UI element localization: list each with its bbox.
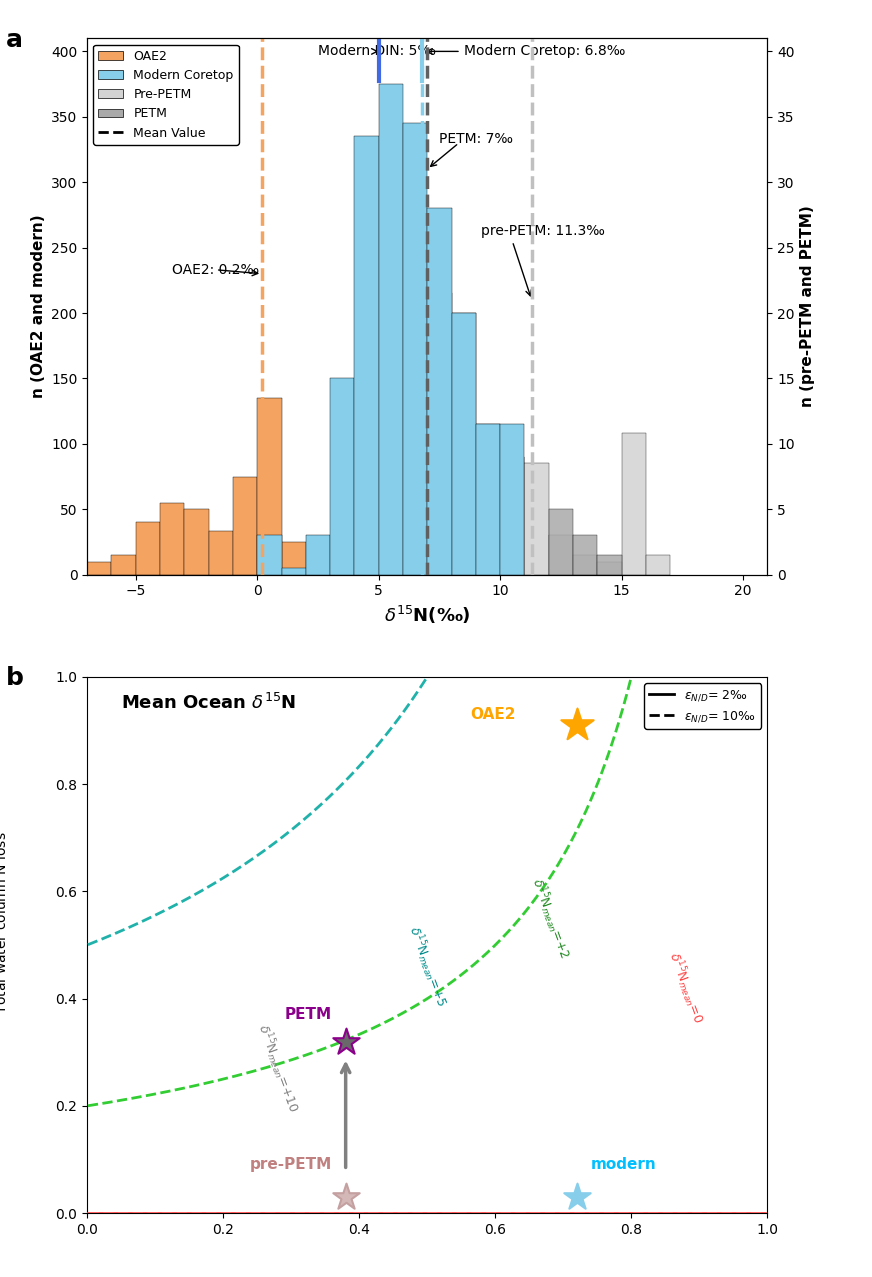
Text: Modern Coretop: 6.8‰: Modern Coretop: 6.8‰ [426,45,625,59]
Point [338,1186,352,1207]
Text: Modern DIN: 5‰: Modern DIN: 5‰ [318,45,436,59]
Bar [208,531,233,575]
Bar [233,476,257,575]
Text: f$_{\rm N/D}$ = $\dfrac{\rm NH_4^+\rm -type\ ODZ\ N\ loss}{\rm Total\ water\ col: f$_{\rm N/D}$ = $\dfrac{\rm NH_4^+\rm -t… [0,831,10,1059]
Bar [573,535,597,575]
Bar [184,510,208,575]
Bar [427,294,452,575]
Bar [524,464,548,575]
Bar [354,470,378,575]
Bar [330,378,354,575]
Bar [646,555,671,575]
Text: $\delta^{15}$N$_{mean}$=0: $\delta^{15}$N$_{mean}$=0 [664,950,707,1025]
Text: b: b [5,667,24,690]
Text: pre-PETM: pre-PETM [249,1157,332,1172]
Point [570,1186,584,1207]
X-axis label: $\delta^{15}$N(‰): $\delta^{15}$N(‰) [384,604,471,626]
Bar [452,313,476,575]
Bar [476,483,501,575]
Bar [573,555,597,575]
Bar [257,398,282,575]
Bar [282,568,306,575]
Legend: $\varepsilon_{N/D}$= 2‰, $\varepsilon_{N/D}$= 10‰: $\varepsilon_{N/D}$= 2‰, $\varepsilon_{N… [644,683,761,729]
Bar [112,555,136,575]
Bar [136,522,160,575]
Bar [403,124,427,575]
Bar [354,137,378,575]
Point [570,715,584,736]
Legend: OAE2, Modern Coretop, Pre-PETM, PETM, Mean Value: OAE2, Modern Coretop, Pre-PETM, PETM, Me… [93,45,239,144]
Bar [330,541,354,575]
Bar [282,541,306,575]
Bar [378,470,403,575]
Text: $\delta^{15}$N$_{mean}$=+5: $\delta^{15}$N$_{mean}$=+5 [404,923,451,1009]
Text: a: a [5,28,23,51]
Y-axis label: n (OAE2 and modern): n (OAE2 and modern) [31,215,45,398]
Bar [354,541,378,575]
Bar [597,555,622,575]
Bar [378,84,403,575]
Bar [330,541,354,575]
Bar [403,506,427,575]
Bar [501,457,524,575]
Bar [306,568,330,575]
Y-axis label: n (pre-PETM and PETM): n (pre-PETM and PETM) [800,206,815,407]
Bar [597,562,622,575]
Bar [476,424,501,575]
Bar [257,535,282,575]
Bar [452,457,476,575]
Text: $\delta^{15}$N$_{mean}$=+2: $\delta^{15}$N$_{mean}$=+2 [527,876,573,960]
Text: Mean Ocean $\delta^{15}$N: Mean Ocean $\delta^{15}$N [121,693,296,713]
Bar [87,562,112,575]
Text: PETM: PETM [285,1008,332,1022]
Bar [427,208,452,575]
Text: OAE2: OAE2 [470,707,515,722]
Bar [160,503,184,575]
Text: PETM: 7‰: PETM: 7‰ [439,132,514,146]
Text: OAE2: 0.2‰: OAE2: 0.2‰ [173,263,259,277]
Text: pre-PETM: 11.3‰: pre-PETM: 11.3‰ [480,223,604,238]
Bar [452,313,476,575]
Bar [427,392,452,575]
Text: modern: modern [590,1157,657,1172]
Bar [306,535,330,575]
Bar [548,535,573,575]
Bar [548,510,573,575]
Bar [622,433,646,575]
Bar [501,424,524,575]
Bar [501,457,524,575]
Bar [476,424,501,575]
Point [338,1032,352,1052]
Text: $\delta^{15}$N$_{mean}$=+10: $\delta^{15}$N$_{mean}$=+10 [253,1022,303,1115]
